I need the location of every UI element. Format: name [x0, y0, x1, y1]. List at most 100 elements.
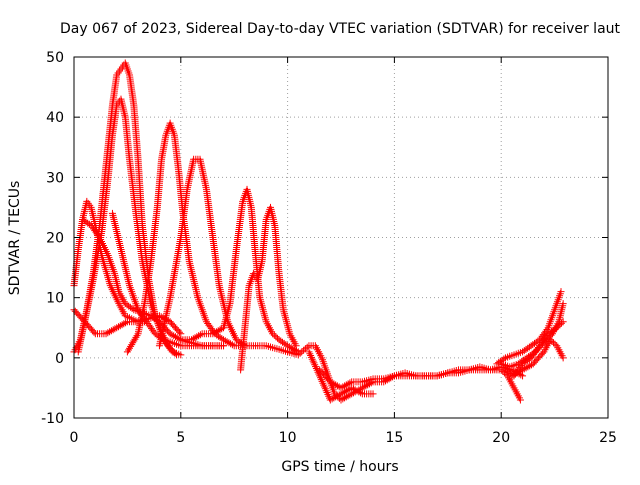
data-point-trail: [122, 61, 133, 77]
data-point-trail: [189, 331, 204, 343]
data-point-trail: [130, 103, 142, 161]
data-point-trail: [233, 199, 246, 251]
ticks-layer: 0 5 10 15 20 25 -10 0 10 20 30 40 50: [41, 50, 617, 446]
y-tick-label: 30: [46, 170, 64, 186]
data-point-trail: [81, 278, 97, 324]
data-point-trail: [94, 330, 108, 338]
data-point-trail: [554, 319, 565, 330]
data-point-trail: [529, 337, 542, 349]
data-point: [337, 396, 345, 404]
data-point-trail: [244, 187, 255, 209]
data-point-trail: [179, 342, 191, 350]
series-arc-17: [501, 318, 567, 380]
data-point-trail: [186, 260, 201, 300]
data-point-trail: [258, 218, 270, 264]
data-point-trail: [499, 367, 510, 378]
data-point-trail: [306, 350, 323, 378]
data-point-trail: [221, 337, 236, 349]
data-point-trail: [213, 342, 225, 350]
data-point-trail: [122, 115, 133, 161]
data-point-trail: [123, 301, 136, 312]
data-point-trail: [531, 349, 547, 366]
data-point-trail: [105, 254, 118, 276]
data-point-trail: [116, 302, 128, 318]
data-point-trail: [158, 133, 169, 161]
data-point-trail: [371, 375, 386, 383]
data-point-trail: [109, 103, 120, 137]
data-point-trail: [107, 284, 122, 306]
data-point-trail: [317, 367, 333, 384]
series-arc-13: [305, 348, 377, 404]
data-point-trail: [125, 332, 141, 354]
x-tick-label: 15: [385, 430, 403, 446]
data-point-trail: [132, 211, 146, 264]
data-point-trail: [115, 319, 130, 331]
data-point: [559, 318, 567, 326]
data-point-trail: [75, 218, 86, 251]
data-point-trail: [361, 376, 375, 385]
data-point: [337, 384, 345, 392]
series-arc-9: [177, 185, 302, 356]
data-point-trail: [118, 248, 133, 288]
y-tick-label: 50: [46, 50, 64, 66]
data-point-trail: [307, 342, 317, 350]
data-point-trail: [339, 385, 354, 397]
data-point-trail: [168, 319, 183, 336]
data-point-trail: [243, 342, 257, 350]
data-point-trail: [537, 326, 551, 342]
data-point-trail: [505, 374, 517, 390]
data-point-trail: [520, 355, 533, 367]
data-point-trail: [457, 366, 471, 374]
y-tick-label: 10: [46, 291, 64, 307]
data-point-trail: [104, 325, 119, 337]
data-point-trail: [254, 342, 268, 350]
data-point-trail: [508, 361, 520, 370]
data-point-trail: [70, 248, 82, 288]
data-point-trail: [270, 331, 281, 342]
y-tick-label: -10: [41, 411, 64, 427]
data-point-trail: [134, 157, 146, 227]
data-point-trail: [104, 133, 116, 179]
data-point-trail: [209, 236, 223, 288]
data-point: [348, 384, 356, 392]
data-point: [519, 372, 527, 380]
data-point-trail: [516, 355, 529, 367]
data-point-trail: [435, 370, 450, 379]
data-point: [348, 390, 356, 398]
data-point-trail: [126, 318, 140, 326]
data-point-trail: [551, 290, 564, 312]
data-point-trail: [84, 199, 94, 209]
data-point-trail: [109, 73, 120, 107]
data-point-trail: [177, 187, 191, 239]
data-point-trail: [225, 320, 239, 342]
data-point-trail: [98, 175, 112, 233]
data-points-layer: [70, 59, 567, 404]
data-point-trail: [97, 236, 111, 257]
data-point-trail: [116, 290, 128, 306]
data-point-trail: [154, 157, 165, 209]
data-point-trail: [75, 320, 88, 354]
series-arc-14: [493, 288, 565, 368]
data-point-trail: [545, 308, 558, 330]
data-point-trail: [382, 373, 396, 382]
data-point-trail: [555, 302, 567, 324]
data-point-trail: [256, 296, 270, 324]
data-point: [113, 324, 121, 332]
data-point-trail: [168, 331, 183, 343]
data-point-trail: [328, 379, 343, 391]
data-point-trail: [197, 157, 210, 191]
data-point-trail: [237, 326, 249, 372]
data-point-trail: [170, 340, 183, 349]
data-point-trail: [339, 379, 354, 391]
chart-title: Day 067 of 2023, Sidereal Day-to-day VTE…: [60, 21, 621, 37]
data-point-trail: [167, 121, 178, 137]
data-point-trail: [499, 361, 512, 370]
data-point-trail: [109, 211, 124, 251]
x-tick-label: 5: [176, 430, 185, 446]
data-point-trail: [361, 390, 375, 398]
data-point-trail: [275, 345, 289, 355]
data-point-trail: [147, 205, 161, 264]
data-point-trail: [541, 331, 555, 345]
data-point-trail: [220, 302, 233, 330]
